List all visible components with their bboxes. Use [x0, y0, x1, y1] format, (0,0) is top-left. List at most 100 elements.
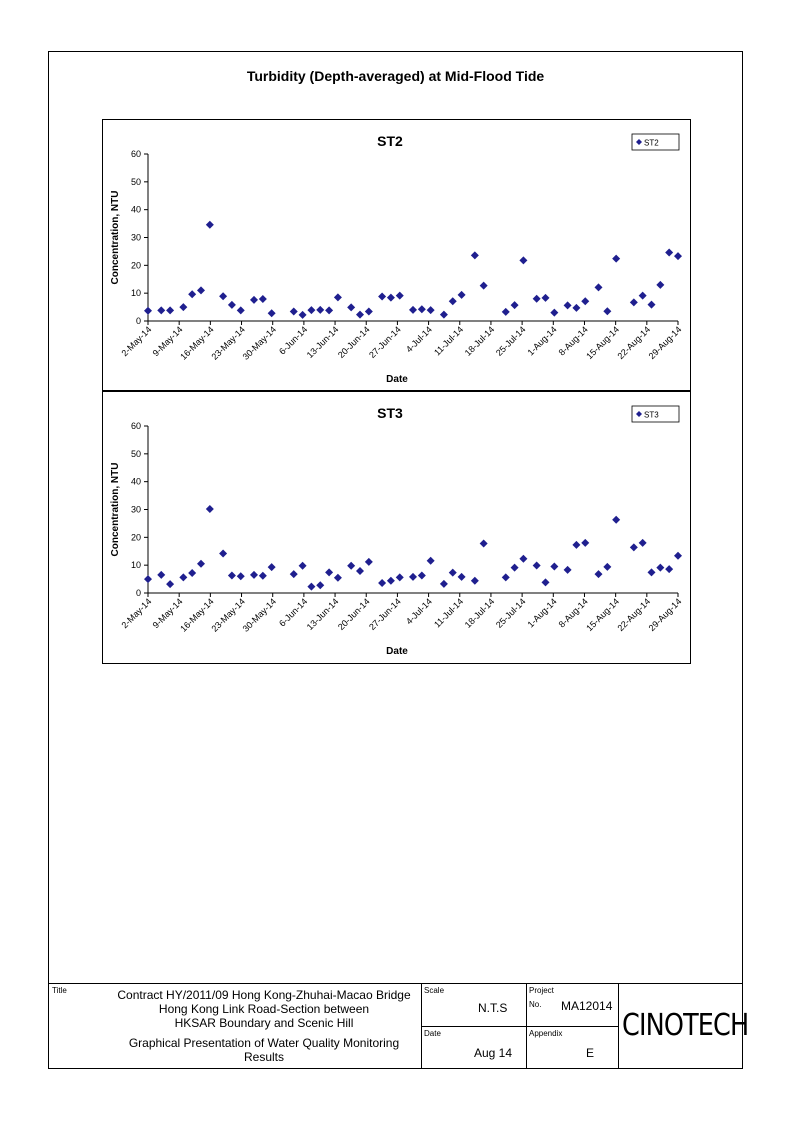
- data-point: [364, 557, 373, 566]
- x-tick-label: 20-Jun-14: [336, 596, 372, 632]
- y-tick-label: 60: [131, 421, 141, 431]
- contract-line-1: Contract HY/2011/09 Hong Kong-Zhuhai-Mac…: [117, 988, 411, 1002]
- legend-box: [631, 133, 680, 151]
- page-title: Turbidity (Depth-averaged) at Mid-Flood …: [246, 68, 545, 84]
- data-point: [612, 515, 621, 524]
- data-point: [532, 294, 541, 303]
- data-point: [197, 559, 205, 568]
- data-point: [426, 556, 435, 565]
- x-tick-label: 29-Aug-14: [647, 596, 684, 633]
- y-tick-label: 10: [131, 560, 141, 570]
- x-tick-label: 2-May-14: [119, 324, 153, 358]
- data-point: [439, 579, 448, 588]
- data-point: [166, 306, 175, 315]
- x-tick-label: 15-Aug-14: [584, 596, 621, 633]
- legend-marker: [636, 411, 642, 417]
- data-point: [581, 297, 590, 306]
- x-tick-label: 13-Jun-14: [305, 324, 341, 360]
- data-point: [572, 540, 581, 549]
- chart-panel-st3: ST3 0 10 20 30 40 50 60 Concentration, NTU 2-May-…: [102, 391, 691, 664]
- data-point: [594, 570, 603, 579]
- data-point: [333, 293, 342, 302]
- data-point: [227, 300, 236, 309]
- data-point: [144, 306, 152, 315]
- data-point: [409, 305, 417, 314]
- chart-title: ST2: [377, 133, 403, 149]
- x-tick-label: 1-Aug-14: [525, 324, 558, 357]
- data-point: [250, 570, 258, 579]
- date-cell: Date Aug 14: [421, 1026, 527, 1069]
- data-point: [612, 254, 621, 263]
- data-point: [647, 300, 656, 309]
- data-point: [395, 291, 404, 300]
- scale-label: Scale: [424, 986, 445, 995]
- data-point: [674, 551, 682, 560]
- data-point: [236, 572, 245, 581]
- data-point: [647, 568, 656, 577]
- chart-st3: ST3 0 10 20 30 40 50 60 Concentration, NTU 2-May-…: [110, 405, 684, 657]
- data-point: [479, 539, 488, 548]
- data-point: [219, 549, 228, 558]
- appendix-value: E: [586, 1046, 595, 1060]
- y-tick-label: 30: [131, 505, 141, 515]
- data-point: [258, 571, 267, 580]
- data-point: [426, 306, 435, 315]
- x-tick-label: 6-Jun-14: [277, 324, 309, 356]
- drawing-title: Graphical Presentation of Water Quality …: [109, 1036, 419, 1064]
- data-point: [656, 563, 665, 572]
- drawing-title-line-1: Graphical Presentation of Water Quality …: [128, 1036, 400, 1050]
- y-axis-title: Concentration, NTU: [110, 191, 121, 285]
- data-point: [510, 301, 519, 310]
- y-tick-label: 20: [131, 532, 141, 542]
- data-point: [563, 565, 572, 574]
- x-tick-label: 25-Jul-14: [494, 596, 528, 630]
- date-value: Aug 14: [474, 1046, 513, 1060]
- data-point: [356, 567, 364, 576]
- data-point: [298, 561, 307, 570]
- data-point: [188, 290, 197, 299]
- data-point: [629, 543, 638, 552]
- data-point: [316, 581, 325, 590]
- x-tick-label: 13-Jun-14: [305, 596, 341, 632]
- cinotech-logo: CINOTECH: [622, 1008, 749, 1043]
- legend-label: ST3: [644, 411, 659, 420]
- x-axis-title: Date: [386, 374, 408, 385]
- data-point: [267, 309, 276, 318]
- x-tick-label: 25-Jul-14: [494, 324, 528, 358]
- data-point: [289, 307, 298, 316]
- data-point: [665, 565, 674, 574]
- y-tick-label: 50: [131, 177, 141, 187]
- data-point: [307, 306, 316, 315]
- data-point: [439, 310, 448, 319]
- data-point: [594, 283, 603, 292]
- scale-cell: Scale N.T.S: [421, 983, 527, 1027]
- data-point: [347, 303, 356, 312]
- project-cell: Project No. MA12014: [526, 983, 619, 1027]
- data-point: [267, 563, 276, 572]
- y-tick-label: 40: [131, 205, 141, 215]
- legend-marker: [636, 139, 642, 145]
- legend-label: ST2: [644, 139, 659, 148]
- x-tick-label: 30-May-14: [241, 596, 278, 633]
- x-tick-label: 22-Aug-14: [615, 324, 652, 361]
- data-point: [166, 580, 175, 589]
- x-tick-label: 30-May-14: [241, 324, 278, 361]
- x-tick-label: 2-May-14: [119, 596, 153, 630]
- data-point: [510, 563, 519, 572]
- data-point: [470, 251, 479, 260]
- data-point: [179, 303, 188, 312]
- data-point: [179, 573, 188, 582]
- data-point: [197, 286, 205, 295]
- data-point: [572, 303, 581, 312]
- data-point: [219, 292, 228, 301]
- data-point: [395, 573, 404, 582]
- drawing-title-line-2: Results: [243, 1050, 284, 1064]
- y-tick-label: 20: [131, 260, 141, 270]
- data-point: [581, 538, 590, 547]
- x-tick-label: 4-Jul-14: [404, 596, 434, 626]
- chart-panel-st2: ST2 0 10 20 30 40 50 60 Concentration, NTU 2-May-…: [102, 119, 691, 391]
- x-tick-label: 27-Jun-14: [367, 596, 403, 632]
- y-tick-label: 0: [136, 588, 141, 598]
- data-point: [325, 306, 334, 315]
- data-point: [470, 576, 479, 585]
